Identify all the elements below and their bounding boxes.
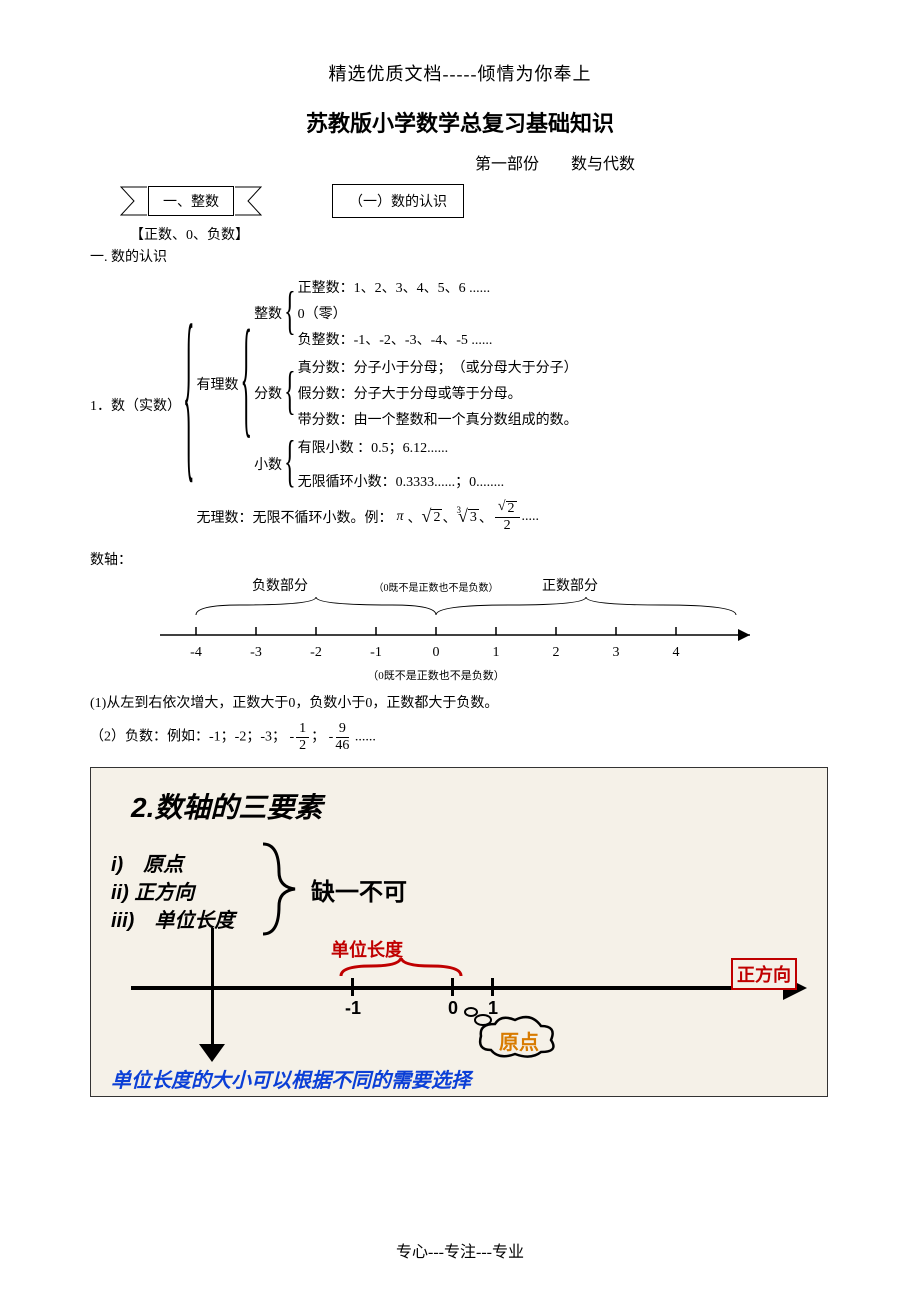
diagram-tick — [351, 978, 354, 996]
diagram-missing: 缺一不可 — [311, 872, 407, 907]
origin-label: 原点 — [499, 1026, 539, 1055]
irrational-label: 无理数：无限不循环小数。例： — [197, 506, 393, 528]
tree-leaf: 真分数：分子小于分母； （或分母大于分子） — [298, 356, 578, 378]
numberline-section: 数轴： — [90, 549, 830, 685]
tick-label: 2 — [553, 645, 560, 661]
page-header: 精选优质文档-----倾情为你奉上 — [90, 60, 830, 86]
zero-note-bottom: （0既不是正数也不是负数） — [367, 667, 505, 683]
para2-prefix: （2）负数：例如：-1；-2；-3； — [90, 730, 286, 745]
para2-suffix: ...... — [355, 730, 376, 745]
diagram-item: iii) 单位长度 — [111, 904, 234, 933]
diagram-axis — [131, 986, 791, 990]
tree-root: 1．数（实数） — [90, 395, 181, 415]
pos-region-label: 正数部分 — [542, 575, 598, 595]
tree-leaf: 无限循环小数：0.3333......；0........ — [298, 470, 505, 492]
tick-label: -1 — [370, 645, 382, 661]
neg-region-label: 负数部分 — [252, 575, 308, 595]
rational-label: 有理数 — [197, 374, 239, 394]
tick-label: -3 — [250, 645, 262, 661]
diagram-title: 2.数轴的三要素 — [131, 786, 322, 826]
page-footer: 专心---专注---专业 — [0, 1238, 920, 1262]
bracket-line: 【正数、0、负数】 — [90, 224, 830, 244]
tick-label: 3 — [613, 645, 620, 661]
tick-label: 4 — [673, 645, 680, 661]
diagram-item: ii) 正方向 — [111, 876, 194, 905]
para-2: （2）负数：例如：-1；-2；-3； -12； -946 ...... — [90, 722, 830, 753]
tree-leaf: 0（零） — [298, 302, 493, 324]
frac-den: 46 — [335, 738, 349, 753]
zero-note-top: （0既不是正数也不是负数） — [374, 579, 499, 594]
tree-leaf: 有限小数 ：0.5；6.12...... — [298, 436, 505, 458]
frac-den: 2 — [299, 738, 306, 753]
vertical-line — [211, 928, 214, 1048]
diagram-bottom-note: 单位长度的大小可以根据不同的需要选择 — [111, 1064, 471, 1093]
ribbon-label: 一、整数 — [148, 186, 234, 216]
box-numbers: （一）数的认识 — [332, 184, 464, 218]
integer-label: 整数 — [254, 303, 282, 323]
fraction-label: 分数 — [254, 383, 282, 403]
diagram-tick-label: -1 — [345, 998, 361, 1019]
diagram-tick — [491, 978, 494, 996]
banner-row: 一、整数 （一）数的认识 — [90, 184, 830, 218]
direction-label: 正方向 — [731, 958, 797, 990]
tree-leaf: 假分数：分子大于分母或等于分母。 — [298, 382, 578, 404]
tick-label: -4 — [190, 645, 202, 661]
tree-leaf: 负整数：-1、-2、-3、-4、-5 ...... — [298, 328, 493, 350]
tree-leaf: 正整数：1、2、3、4、5、6 ...... — [298, 276, 493, 298]
numberline: 负数部分 （0既不是正数也不是负数） 正数部分 -4 -3 -2 -1 0 1 … — [150, 575, 770, 685]
doc-title: 苏教版小学数学总复习基础知识 — [90, 106, 830, 138]
tick-label: 1 — [493, 645, 500, 661]
ribbon-integers: 一、整数 — [120, 186, 262, 216]
diagram-item: i) 原点 — [111, 848, 183, 877]
numberline-caption: 数轴： — [90, 549, 830, 569]
frac-num: 9 — [336, 722, 349, 738]
three-elements-diagram: 2.数轴的三要素 i) 原点 ii) 正方向 iii) 单位长度 缺一不可 单位… — [90, 767, 828, 1097]
tree-leaf: 带分数：由一个整数和一个真分数组成的数。 — [298, 408, 578, 430]
number-tree: 1．数（实数） { 有理数 { 整数 { 正整数：1、2、3、4、5、6 ...… — [90, 276, 830, 533]
diagram-tick — [451, 978, 454, 996]
para-1: (1)从左到右依次增大，正数大于0，负数小于0，正数都大于负数。 — [90, 691, 830, 716]
part-label: 第一部份 数与代数 — [90, 150, 830, 174]
decimal-label: 小数 — [254, 454, 282, 474]
tick-label: -2 — [310, 645, 322, 661]
section-1: 一. 数的认识 — [90, 246, 830, 266]
frac-num: 1 — [296, 722, 309, 738]
tick-label: 0 — [433, 645, 440, 661]
